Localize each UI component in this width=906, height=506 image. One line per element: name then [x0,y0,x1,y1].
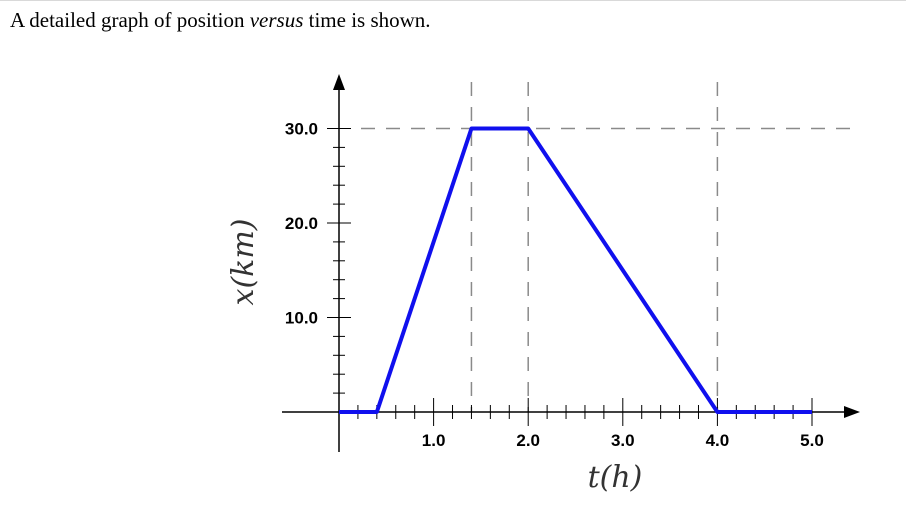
question-prefix: A detailed graph of position [10,8,250,32]
question-emphasis: versus [249,8,304,32]
series [339,126,812,414]
x-axis-arrow [844,406,860,418]
x-tick-label: 3.0 [611,431,635,450]
x-axis-label: t(h) [588,460,643,495]
reference-lines [361,82,852,412]
y-tick-label: 20.0 [285,214,318,233]
axes [282,74,860,452]
tick-labels: 1.0 2.0 3.0 4.0 5.0 10.0 20.0 30.0 [285,120,824,451]
question-suffix: time is shown. [303,8,431,32]
y-axis-label: x(km) [226,219,261,306]
x-tick-label: 2.0 [516,431,540,450]
y-tick-label: 10.0 [285,309,318,328]
x-tick-label: 4.0 [706,431,730,450]
question-text: A detailed graph of position versus time… [10,8,431,33]
y-axis-arrow [333,74,345,90]
x-tick-label: 5.0 [800,431,824,450]
top-divider [0,0,906,1]
y-tick-label: 30.0 [285,120,318,139]
x-tick-label: 1.0 [422,431,446,450]
series-line [339,126,812,414]
